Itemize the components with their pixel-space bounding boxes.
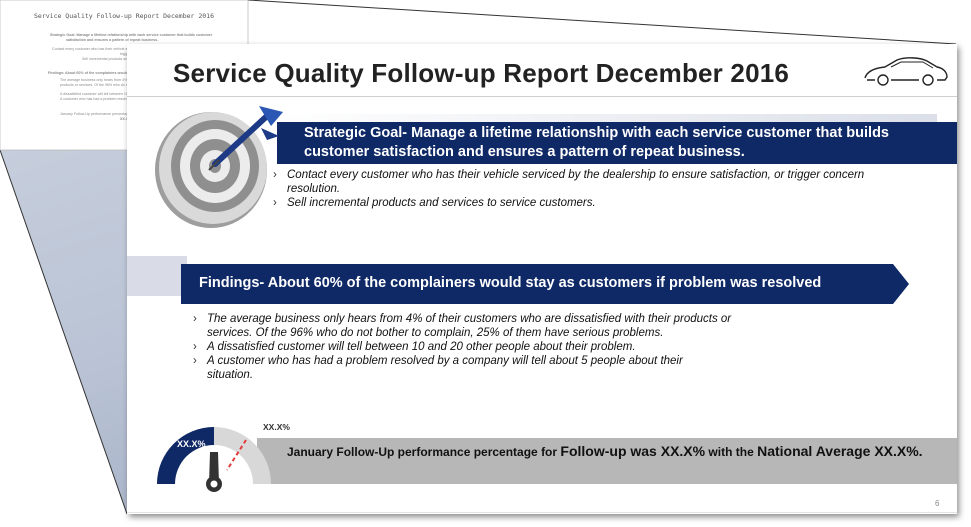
findings-arrow-band	[181, 264, 909, 304]
bullet-text: Contact every customer who has their veh…	[287, 169, 865, 195]
car-outline-icon	[864, 57, 948, 86]
back-page-line: A dissatisfied customer will tell betwee…	[60, 92, 161, 96]
gauge-value-label: XX.X%	[177, 439, 206, 449]
bullet-text: A dissatisfied customer will tell betwee…	[207, 341, 636, 353]
footer-divider	[127, 512, 957, 513]
list-item: › Sell incremental products and services…	[273, 196, 913, 210]
title-divider	[127, 96, 957, 97]
strategic-goal-band	[277, 122, 957, 164]
bullet-text: Sell incremental products and services t…	[287, 197, 596, 209]
back-page-line: XX.X%	[120, 117, 132, 121]
strategic-goal-bullets: › Contact every customer who has their v…	[273, 168, 913, 210]
back-page-title: Service Quality Follow-up Report Decembe…	[34, 12, 215, 20]
performance-text: January Follow-Up performance percentage…	[287, 442, 927, 461]
list-item: › A dissatisfied customer will tell betw…	[193, 340, 793, 354]
goal-band-gradient	[277, 114, 937, 122]
chevron-right-icon: ›	[273, 197, 277, 209]
dartboard-target-icon	[155, 106, 283, 228]
bullet-text: The average business only hears from 4% …	[207, 313, 732, 339]
back-page-line: A customer who has had a problem resolve…	[60, 97, 166, 101]
list-item: › The average business only hears from 4…	[193, 312, 767, 340]
performance-band	[257, 438, 957, 484]
back-page-line: January Follow-Up performance percentage…	[60, 112, 160, 116]
list-item: › A customer who has had a problem resol…	[193, 354, 727, 382]
chevron-right-icon: ›	[273, 169, 277, 181]
performance-text-emphasis: National Average XX.X%.	[757, 443, 923, 459]
back-page-line: Strategic Goal: Manage a lifetime relati…	[50, 33, 213, 37]
slide: Service Quality Follow-up Report Decembe…	[127, 44, 957, 514]
performance-text-part: with the	[705, 445, 758, 459]
performance-text-part: January Follow-Up performance percentage…	[287, 445, 561, 459]
chevron-right-icon: ›	[193, 341, 197, 353]
chevron-right-icon: ›	[193, 313, 197, 325]
performance-text-emphasis: Follow-up was XX.X%	[560, 443, 706, 459]
gauge-target-label: XX.X%	[263, 422, 290, 432]
findings-bullets: › The average business only hears from 4…	[193, 312, 793, 382]
speedometer-gauge-icon	[157, 427, 271, 492]
bullet-text: A customer who has had a problem resolve…	[207, 355, 683, 381]
back-page-line: satisfaction and ensures a pattern of re…	[66, 38, 159, 42]
findings-heading: Findings- About 60% of the complainers w…	[199, 275, 822, 291]
slide-title: Service Quality Follow-up Report Decembe…	[173, 58, 790, 88]
page-number: 6	[935, 499, 940, 508]
list-item: › Contact every customer who has their v…	[273, 168, 913, 196]
findings-band-shadow	[127, 256, 187, 296]
back-page-line: Findings: About 60% of the complainers w…	[48, 71, 203, 75]
chevron-right-icon: ›	[193, 355, 197, 367]
back-page-line: products or services. Of the 96% who do …	[60, 83, 192, 87]
strategic-goal-heading: Strategic Goal- Manage a lifetime relati…	[304, 125, 889, 160]
